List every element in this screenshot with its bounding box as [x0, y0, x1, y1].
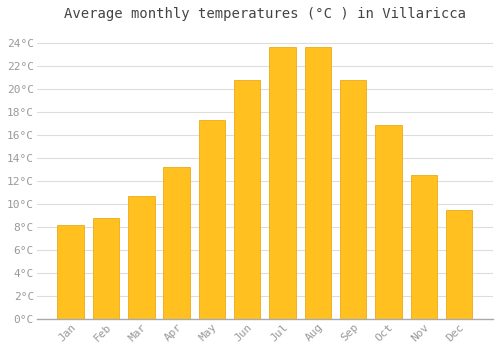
Bar	[164, 167, 190, 319]
Bar	[198, 120, 225, 319]
Bar	[304, 47, 331, 319]
Bar	[93, 218, 120, 319]
Bar	[340, 80, 366, 319]
Title: Average monthly temperatures (°C ) in Villaricca: Average monthly temperatures (°C ) in Vi…	[64, 7, 466, 21]
Bar	[410, 175, 437, 319]
Bar	[270, 47, 296, 319]
Bar	[58, 225, 84, 319]
Bar	[128, 196, 154, 319]
Bar	[446, 210, 472, 319]
Bar	[375, 125, 402, 319]
Bar	[234, 80, 260, 319]
